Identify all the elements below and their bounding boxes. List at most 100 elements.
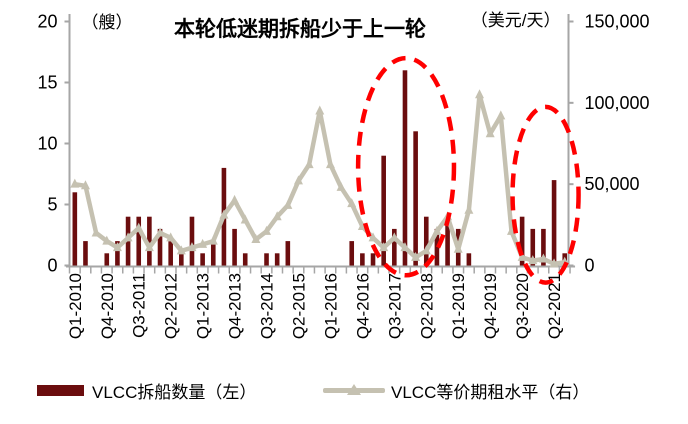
bar-Q1-2015 — [285, 241, 291, 266]
bar-Q2-2012 — [168, 241, 173, 266]
x-axis-label-Q2-2021: Q2-2021 — [545, 273, 564, 339]
line-marker-Q3-2020 — [517, 251, 527, 261]
line-marker-Q1-2020 — [496, 110, 506, 120]
line-marker-Q1-2010 — [70, 178, 80, 188]
x-axis-label-Q4-2010: Q4-2010 — [98, 273, 117, 339]
legend-item-tce-line: VLCC等价期租水平（右） — [323, 380, 590, 402]
bar-Q2-2018 — [423, 216, 429, 266]
bar-Q1-2017 — [370, 253, 376, 266]
bar-Q3-2016 — [349, 241, 355, 266]
bar-Q1-2014 — [242, 253, 248, 266]
line-marker-Q1-2021 — [538, 253, 548, 263]
line-marker-Q1-2013 — [198, 238, 208, 248]
line-marker-Q4-2017 — [400, 242, 410, 252]
x-axis-label-Q1-2016: Q1-2016 — [321, 273, 340, 339]
right-axis-tick-label: 50,000 — [585, 174, 640, 194]
line-marker-Q4-2011 — [144, 242, 154, 252]
bar-Q1-2010 — [72, 192, 78, 266]
x-axis-label-Q4-2016: Q4-2016 — [353, 273, 372, 339]
bar-Q1-2018 — [413, 131, 418, 266]
line-marker-Q4-2013 — [230, 194, 240, 204]
right-axis-tick-label: 0 — [585, 256, 595, 276]
x-axis-label-Q2-2012: Q2-2012 — [162, 273, 181, 339]
line-marker-Q2-2010 — [80, 180, 90, 190]
line-marker-Q3-2014 — [262, 225, 272, 235]
x-axis-label-Q4-2019: Q4-2019 — [481, 273, 500, 339]
x-axis-label-Q2-2015: Q2-2015 — [289, 273, 308, 339]
triangle-marker-icon — [347, 384, 361, 395]
line-marker-Q3-2018 — [432, 225, 442, 235]
x-axis-label-Q3-2020: Q3-2020 — [513, 273, 532, 339]
left-axis-tick-label: 10 — [37, 134, 57, 154]
bar-Q3-2012 — [179, 253, 184, 266]
bar-Q2-2017 — [381, 155, 386, 266]
line-marker-Q2-2017 — [379, 242, 389, 252]
legend-bar-label: VLCC拆船数量（左） — [92, 382, 257, 402]
line-marker-Q1-2017 — [368, 232, 378, 242]
highlight-ellipse-current-downturn-scrapping — [510, 104, 581, 285]
right-axis-unit-label: （美元/天） — [471, 11, 561, 30]
line-marker-Q1-2011 — [112, 242, 122, 252]
line-marker-Q2-2021 — [549, 258, 559, 268]
legend-line-swatch — [323, 383, 385, 397]
left-axis-unit-label: （艘） — [82, 13, 133, 32]
line-marker-Q3-2013 — [219, 209, 229, 219]
line-marker-Q3-2015 — [304, 159, 314, 169]
bar-Q4-2011 — [147, 216, 152, 266]
x-axis-label-Q3-2017: Q3-2017 — [385, 273, 404, 339]
line-marker-Q4-2020 — [528, 255, 538, 265]
line-marker-Q1-2016 — [325, 159, 335, 169]
line-marker-Q4-2010 — [102, 235, 112, 245]
line-marker-Q4-2012 — [187, 242, 197, 252]
x-axis-label-Q1-2019: Q1-2019 — [449, 273, 468, 339]
line-marker-Q3-2012 — [176, 245, 186, 255]
bar-Q2-2021 — [551, 180, 557, 266]
line-marker-Q2-2011 — [123, 232, 133, 242]
bar-Q2-2013 — [210, 241, 216, 266]
line-marker-Q1-2014 — [240, 214, 250, 224]
bar-Q4-2020 — [530, 228, 536, 266]
left-axis-tick-label: 15 — [37, 73, 57, 93]
bar-Q1-2012 — [157, 228, 163, 266]
bar-Q3-2017 — [392, 228, 397, 266]
line-marker-Q2-2019 — [464, 204, 474, 214]
bar-Q1-2011 — [115, 241, 120, 266]
line-marker-Q2-2012 — [166, 232, 176, 242]
line-marker-Q1-2018 — [411, 251, 421, 261]
left-axis-tick-label: 0 — [47, 256, 57, 276]
bar-Q4-2013 — [232, 228, 237, 266]
legend-line-label: VLCC等价期租水平（右） — [391, 382, 590, 402]
line-marker-Q2-2016 — [336, 181, 346, 191]
line-marker-Q2-2013 — [208, 235, 218, 245]
line-marker-Q3-2019 — [475, 89, 485, 99]
line-marker-Q2-2014 — [251, 233, 261, 243]
bar-Q1-2021 — [541, 228, 546, 266]
bar-Q3-2014 — [264, 253, 269, 266]
bar-Q4-2014 — [274, 253, 280, 266]
x-axis-label-Q1-2013: Q1-2013 — [194, 273, 213, 339]
bar-Q4-2017 — [402, 70, 408, 266]
bar-Q4-2018 — [445, 216, 450, 266]
bar-Q2-2019 — [466, 253, 472, 266]
line-marker-Q3-2010 — [91, 227, 101, 237]
line-marker-Q4-2019 — [485, 128, 495, 138]
left-axis-tick-label: 20 — [37, 12, 57, 32]
bar-Q3-2020 — [519, 216, 525, 266]
left-axis-tick-label: 5 — [47, 195, 57, 215]
x-axis-label-Q1-2010: Q1-2010 — [66, 273, 85, 339]
right-axis-tick-label: 100,000 — [585, 93, 650, 113]
chart-legend: VLCC拆船数量（左） VLCC等价期租水平（右） — [0, 380, 688, 406]
line-marker-Q1-2015 — [283, 199, 293, 209]
line-marker-Q2-2018 — [421, 245, 431, 255]
legend-item-scrapping-bars: VLCC拆船数量（左） — [37, 380, 257, 402]
x-axis-label-Q2-2018: Q2-2018 — [417, 273, 436, 339]
line-marker-Q3-2017 — [389, 232, 399, 242]
bar-Q4-2010 — [104, 253, 110, 266]
line-marker-Q1-2012 — [155, 227, 165, 237]
line-marker-Q4-2015 — [315, 105, 325, 115]
bar-Q2-2010 — [83, 241, 88, 266]
x-axis-label-Q3-2014: Q3-2014 — [258, 273, 277, 339]
line-marker-Q4-2014 — [272, 211, 282, 221]
